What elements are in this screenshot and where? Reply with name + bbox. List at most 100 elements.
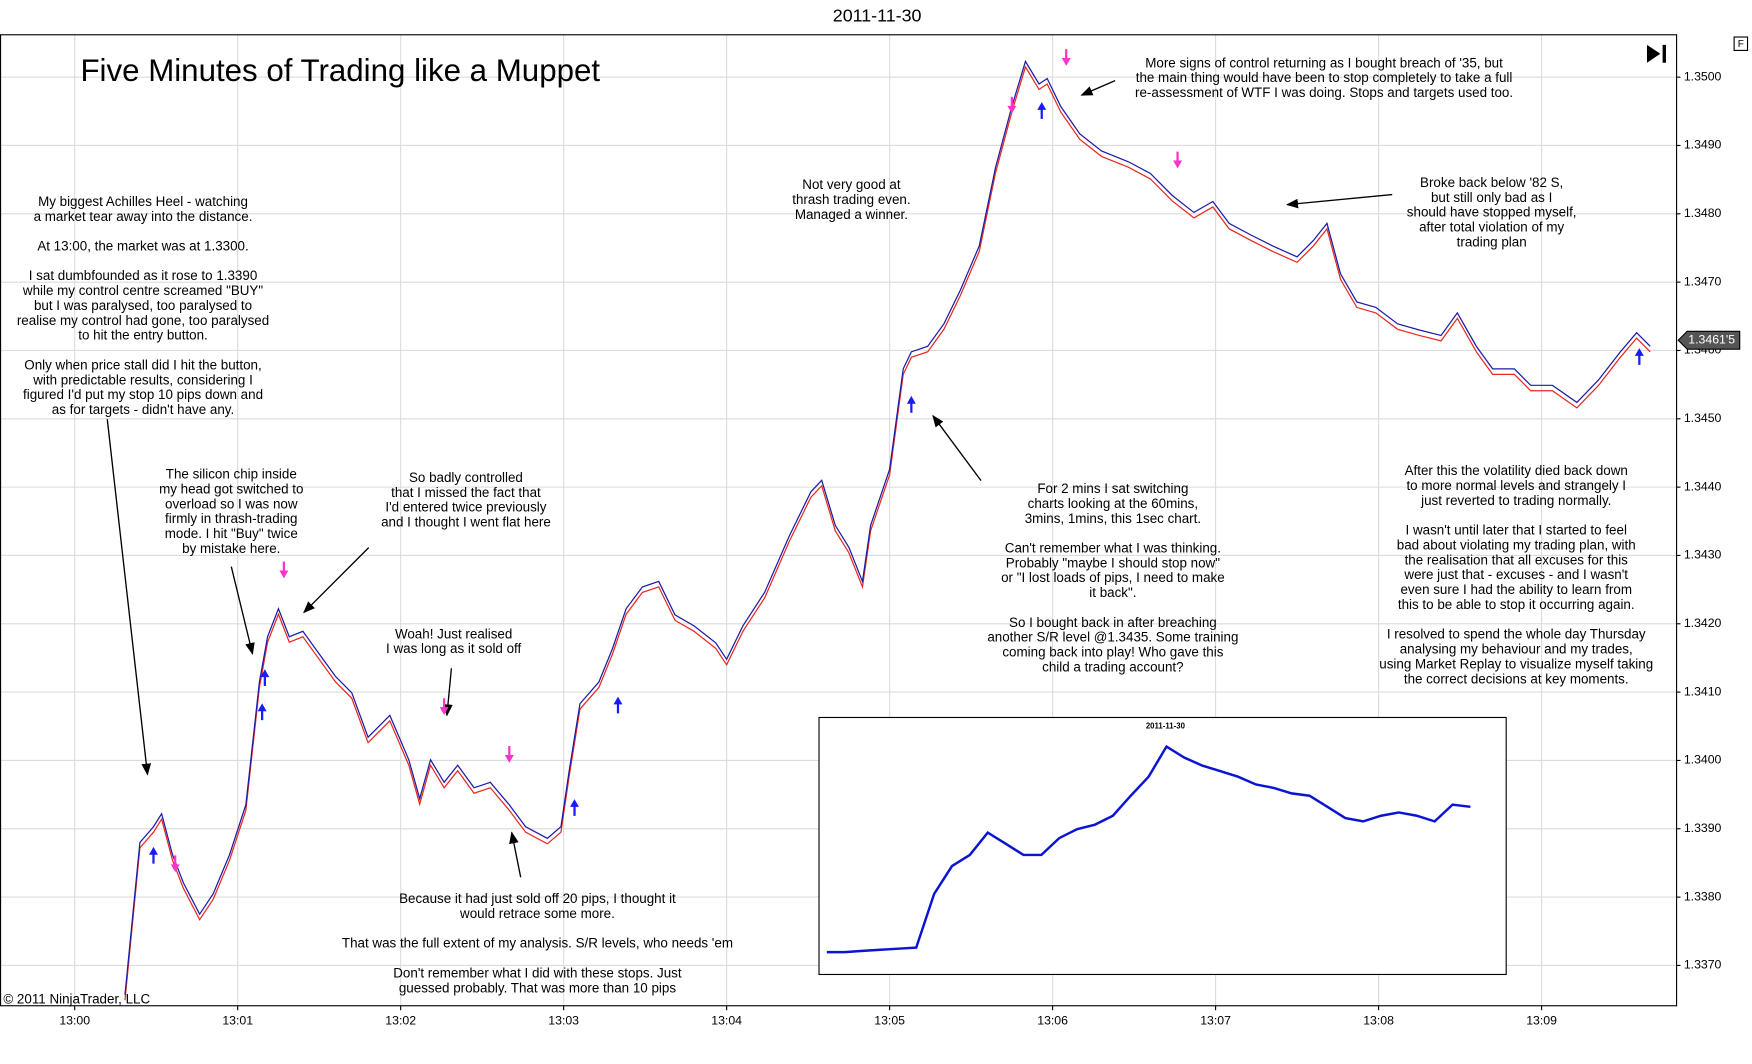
annotation-line: coming back into play! Who gave this [1002,645,1223,660]
inset-chart: 2011-11-30 [818,716,1507,976]
annotation-line: thrash trading even. [792,192,910,207]
y-tick-label: 1.3440 [1684,479,1722,493]
annotation-line: charts looking at the 60mins, [1028,496,1198,511]
trade-marker [257,703,267,721]
annotation-line: I resolved to spend the whole day Thursd… [1387,627,1646,642]
y-tick-label: 1.3450 [1684,411,1722,425]
annotation-line: figured I'd put my stop 10 pips down and [23,387,263,402]
annotation-line: I sat dumbfounded as it rose to 1.3390 [29,268,258,283]
annotation-line: would retrace some more. [459,906,615,921]
x-tick-label: 13:02 [385,1014,416,1028]
arrow [230,566,255,655]
trade-marker [1173,151,1183,169]
y-tick-label: 1.3500 [1684,69,1722,83]
trade-marker [260,669,270,687]
annotation-line: overload so I was now [165,496,298,511]
annotation-arrows [106,79,1393,878]
y-tick-label: 1.3490 [1684,138,1722,152]
y-tick-label: 1.3370 [1684,958,1722,972]
annotation-line: Woah! Just realised [395,626,512,641]
annotation-line: with predictable results, considering I [32,372,253,387]
annotation-line: but I was paralysed, too paralysed to [34,298,252,313]
annotation-line: analysing my behaviour and my trades, [1400,642,1633,657]
annotation-line: re-assessment of WTF I was doing. Stops … [1135,85,1513,100]
trade-marker [439,698,449,715]
annotation-line: So badly controlled [409,470,523,485]
annotation-line: After this the volatility died back down [1405,463,1628,478]
annotation-line: Only when price stall did I hit the butt… [24,357,261,372]
annotation-line: mode. I hit "Buy" twice [165,526,298,541]
chart-date: 2011-11-30 [833,6,922,26]
annotation-line: So I bought back in after breaching [1009,615,1217,630]
annotation-line: The silicon chip inside [166,467,297,482]
trade-marker [149,846,158,864]
x-tick-label: 13:03 [548,1014,579,1028]
annotation-line: using Market Replay to visualize myself … [1379,656,1653,671]
annotation-line: That was the full extent of my analysis.… [342,936,733,951]
annotation-line: I was long as it sold off [386,641,522,656]
x-tick-label: 13:07 [1200,1014,1231,1028]
trade-marker [1061,49,1071,66]
annotation-line: the realisation that all excuses for thi… [1405,552,1629,567]
inset-line [826,744,1471,954]
float-button[interactable] [1733,36,1749,51]
x-tick-label: 13:01 [222,1014,253,1028]
arrow [1080,79,1116,96]
x-tick-label: 13:08 [1363,1014,1394,1028]
price-line [124,59,1651,995]
annotation-line: bad about violating my trading plan, wit… [1397,538,1636,553]
trade-marker [1007,96,1017,114]
y-tick-label: 1.3390 [1684,821,1722,835]
annotation-line: the main thing would have been to stop c… [1136,70,1513,85]
x-tick-label: 13:09 [1526,1014,1557,1028]
y-tick-label: 1.3430 [1684,548,1722,562]
annotation-line: 3mins, 1mins, this 1sec chart. [1025,511,1201,526]
annotation-line: should have stopped myself, [1407,205,1577,220]
annotation-line: My biggest Achilles Heel - watching [38,194,248,209]
annotation-line: my head got switched to [159,481,303,496]
annotation-line: guessed probably. That was more than 10 … [399,980,676,995]
x-tick-label: 13:04 [711,1014,742,1028]
chart-title: Five Minutes of Trading like a Muppet [80,53,600,88]
annotation-line: even sure I had the ability to learn fro… [1400,582,1632,597]
annotation-line: child a trading account? [1042,659,1183,674]
annotation-line: the correct decisions at key moments. [1404,671,1629,686]
inset-title: 2011-11-30 [1146,721,1186,730]
annotation-line: after total violation of my [1419,220,1564,235]
annotation-line: For 2 mins I sat switching [1037,481,1188,496]
inset-frame [818,716,1507,976]
x-tick-label: 13:06 [1037,1014,1068,1028]
annotation-line: firmly in thrash-trading [165,511,297,526]
annotation-line: this to be able to stop it occurring aga… [1398,597,1635,612]
trade-marker [1634,348,1644,365]
annotation-line: Because it had just sold off 20 pips, I … [399,891,676,906]
annotation-line: Can't remember what I was thinking. [1005,541,1221,556]
annotation-line: another S/R level @1.3435. Some training [987,630,1238,645]
trade-marker [906,395,916,413]
price-line [124,65,1651,1001]
last-price-label: 1.3461'5 [1688,332,1735,346]
y-tick-label: 1.3400 [1684,753,1722,767]
annotation-line: Managed a winner. [795,207,908,222]
y-tick-label: 1.3480 [1684,206,1722,220]
trade-marker [570,799,579,816]
annotation-line: or "I lost loads of pips, I need to make [1001,570,1225,585]
annotation-line: Not very good at [802,177,901,192]
annotation-line: I'd entered twice previously [385,500,546,515]
trade-marker [1037,102,1047,119]
annotation-line: but still only bad as I [1431,190,1552,205]
annotation-line: just reverted to trading normally. [1420,493,1611,508]
arrow [1285,193,1393,209]
annotation-line: realise my control had gone, too paralys… [17,313,269,328]
y-tick-label: 1.3380 [1684,889,1722,903]
annotation-line: that I missed the fact that [391,485,541,500]
scroll-end-button[interactable] [1646,44,1666,63]
plot [124,49,1651,1001]
annotation-line: by mistake here. [182,541,280,556]
y-tick-label: 1.3410 [1684,684,1722,698]
annotation-line: Probably "maybe I should stop now" [1006,555,1220,570]
annotation-line: Don't remember what I did with these sto… [393,965,682,980]
annotation-line: a market tear away into the distance. [34,209,253,224]
annotation-line: as for targets - didn't have any. [52,402,234,417]
